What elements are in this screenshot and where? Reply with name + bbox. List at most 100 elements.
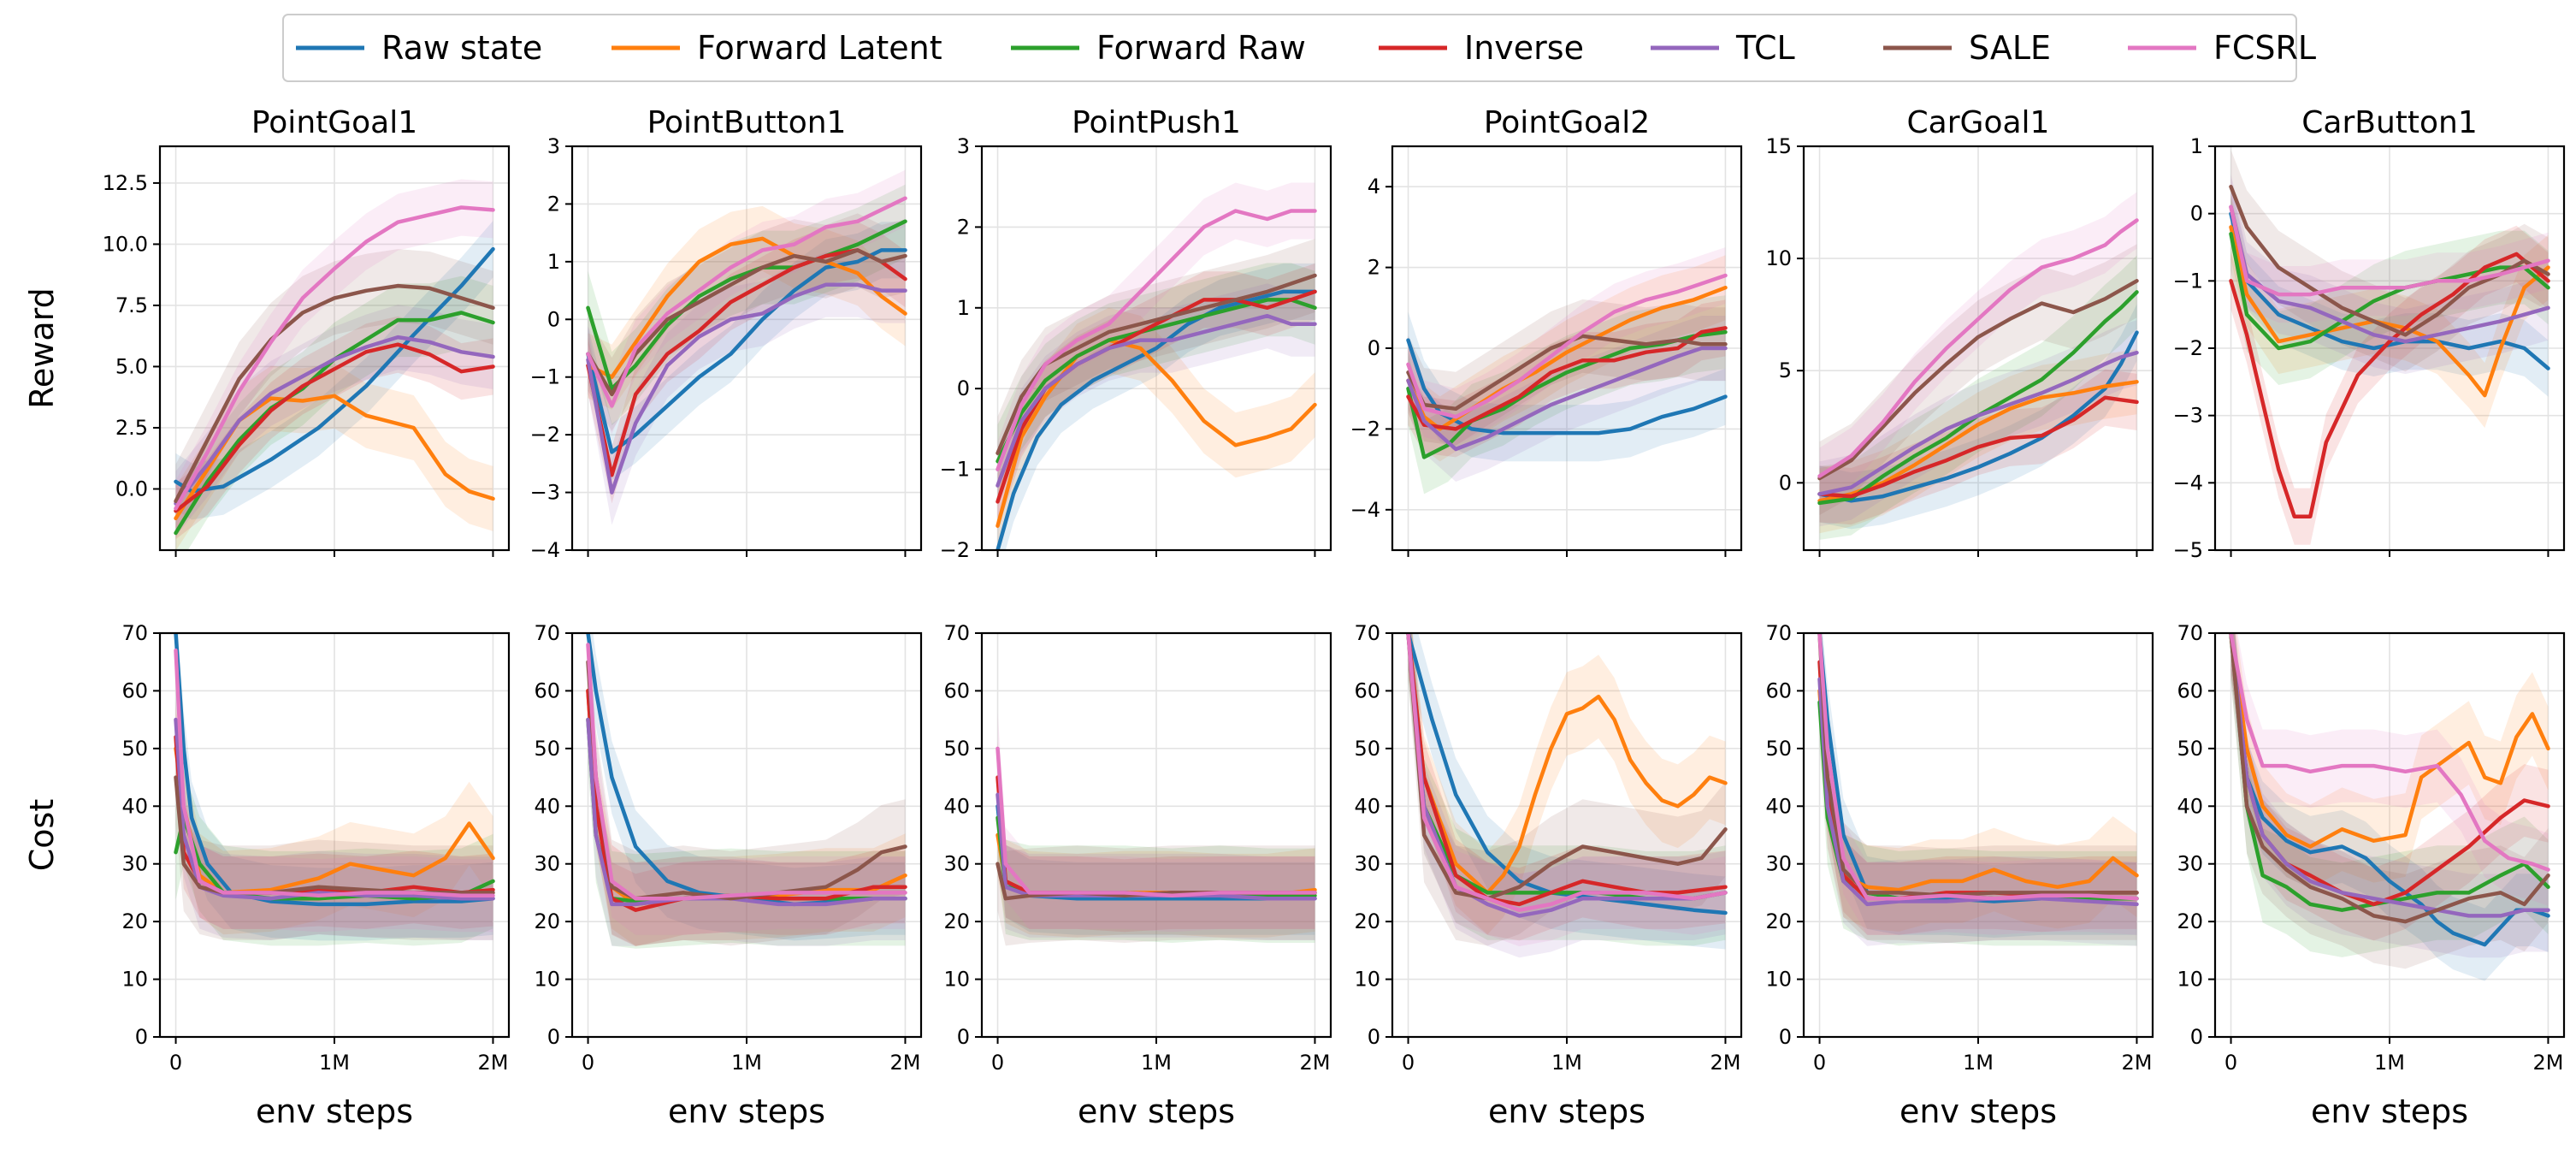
line-tcl: [1817, 677, 2139, 907]
line-tcl: [1817, 350, 2139, 496]
y-tick-label: 10: [1354, 968, 1380, 992]
y-tick-label: 12.5: [103, 171, 148, 195]
y-tick-label: −1: [530, 365, 560, 389]
band-raw-state: [175, 633, 493, 941]
grid: [1804, 145, 2153, 550]
panel-title: PointPush1: [1072, 105, 1241, 140]
x-axis-label: env steps: [256, 1093, 413, 1130]
y-tick-label: 30: [2177, 852, 2203, 876]
line-inverse: [174, 342, 495, 513]
line-raw-state: [1406, 338, 1728, 435]
y-axis-label: Cost: [23, 799, 61, 871]
y-tick-label: 50: [1765, 737, 1792, 761]
band-forward-latent: [997, 307, 1315, 550]
y-tick-label: 30: [121, 852, 148, 876]
band-inverse: [1408, 633, 1726, 941]
line-raw-state: [996, 289, 1317, 550]
line-fcsrl: [2229, 204, 2550, 297]
y-tick-label: 10: [534, 968, 560, 992]
line-inverse: [2229, 252, 2550, 518]
x-tick-label: 2M: [1299, 1051, 1330, 1075]
band-inverse: [1819, 633, 2137, 935]
legend-item-forward-latent: Forward Latent: [612, 29, 942, 67]
line-raw-state: [1406, 633, 1728, 915]
y-tick-label: 0: [2190, 1025, 2203, 1049]
band-forward-latent: [175, 707, 493, 935]
band-forward-latent: [2230, 194, 2549, 429]
x-tick-label: 0: [2224, 1051, 2237, 1075]
x-tick-label: 2M: [477, 1051, 508, 1075]
legend: Raw state Forward Latent Forward Raw Invers…: [282, 14, 2316, 82]
y-tick-label: −2: [940, 538, 970, 562]
band-tcl: [175, 305, 493, 536]
panel-cost-1: 0 10 20 30 40 50 60 70 0 1M 2M env steps Cost: [23, 621, 511, 1130]
y-tick-label: 0.0: [115, 477, 148, 501]
y-tick-label: 70: [2177, 621, 2203, 645]
series-group: [2229, 633, 2550, 981]
y-tick-label: 50: [2177, 737, 2203, 761]
y-tick-label: 20: [534, 909, 560, 933]
x-axis-label: env steps: [2311, 1093, 2468, 1130]
y-tick-label: −2: [2173, 336, 2203, 360]
band-sale: [588, 633, 906, 946]
line-fcsrl: [2229, 633, 2550, 872]
band-forward-raw: [175, 275, 493, 550]
line-forward-raw: [586, 219, 907, 391]
series-group: [996, 712, 1317, 946]
legend-item-tcl: TCL: [1651, 29, 1795, 67]
line-sale: [174, 283, 495, 504]
x-tick-label: 0: [169, 1051, 182, 1075]
y-tick-label: 20: [2177, 909, 2203, 933]
line-tcl: [586, 282, 907, 495]
x-axis-label: env steps: [668, 1093, 825, 1130]
band-sale: [2230, 150, 2549, 372]
legend-label: Inverse: [1464, 29, 1584, 67]
y-tick-label: 30: [534, 852, 560, 876]
y-tick-label: 2: [1368, 256, 1380, 280]
line-fcsrl: [1817, 633, 2139, 901]
band-forward-latent: [1408, 633, 1726, 935]
y-tick-label: 5: [1779, 358, 1792, 382]
band-inverse: [2230, 225, 2549, 545]
legend-item-raw-state: Raw state: [296, 29, 542, 67]
y-tick-label: 1: [2190, 134, 2203, 158]
line-fcsrl: [174, 205, 495, 511]
y-tick-label: 20: [121, 909, 148, 933]
legend-label: SALE: [1969, 29, 2051, 67]
series-group: [1406, 633, 1728, 958]
panel-cost-5: 0 10 20 30 40 50 60 70 0 1M 2M env steps: [1765, 621, 2154, 1130]
band-forward-raw: [1819, 255, 2137, 540]
band-forward-latent: [1819, 649, 2137, 932]
line-fcsrl: [586, 196, 907, 408]
band-sale: [1819, 633, 2137, 943]
x-tick-label: 1M: [1551, 1051, 1582, 1075]
line-forward-latent: [1817, 380, 2139, 503]
y-tick-label: 70: [1765, 621, 1792, 645]
y-tick-label: 0: [1779, 1025, 1792, 1049]
band-inverse: [175, 316, 493, 540]
panel-reward-5: 0 5 10 15 CarGoal1: [1765, 105, 2154, 557]
x-tick-label: 1M: [319, 1051, 350, 1075]
band-forward-raw: [997, 263, 1315, 499]
y-tick-label: 40: [1765, 794, 1792, 818]
y-tick-label: 60: [121, 678, 148, 702]
band-fcsrl: [175, 633, 493, 933]
y-tick-label: −2: [1350, 417, 1380, 441]
line-forward-latent: [996, 338, 1317, 528]
panels: 0.0 2.5 5.0 7.5 10.0 12.5 PointGoal1 Reward −4 −3…: [23, 105, 2566, 1130]
y-tick-label: −1: [940, 458, 970, 482]
legend-label: FCSRL: [2213, 29, 2316, 67]
band-fcsrl: [1819, 192, 2137, 505]
x-tick-label: 0: [991, 1051, 1004, 1075]
band-inverse: [997, 741, 1315, 933]
panel-reward-3: −2 −1 0 1 2 3 PointPush1: [940, 105, 1332, 562]
y-tick-label: 3: [547, 134, 560, 158]
band-fcsrl: [588, 633, 906, 935]
line-forward-latent: [2229, 633, 2550, 849]
panel-reward-6: −5 −4 −3 −2 −1 0 1 CarButton1: [2173, 105, 2566, 562]
series-group: [996, 182, 1317, 550]
band-raw-state: [2230, 185, 2549, 397]
x-tick-label: 0: [1813, 1051, 1826, 1075]
